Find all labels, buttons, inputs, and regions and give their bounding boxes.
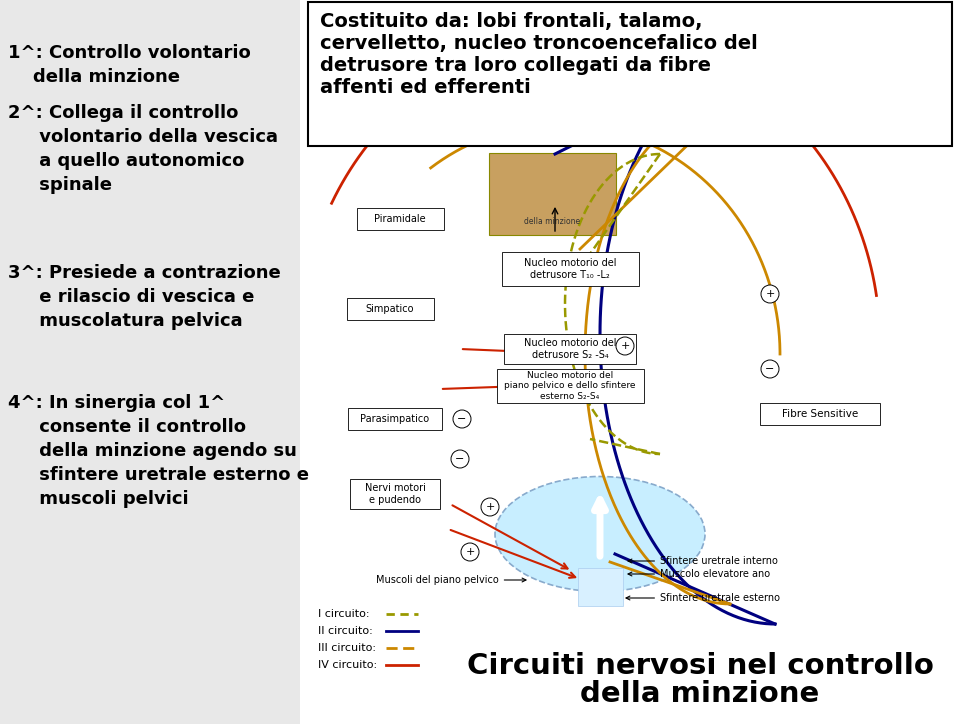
Text: Fibre Sensitive: Fibre Sensitive [781,409,858,419]
Text: I circuito:: I circuito: [318,609,370,619]
Text: Costituito da: lobi frontali, talamo,
cervelletto, nucleo troncoencefalico del
d: Costituito da: lobi frontali, talamo, ce… [320,12,757,97]
FancyBboxPatch shape [348,408,442,430]
Text: Muscoli del piano pelvico: Muscoli del piano pelvico [376,575,526,585]
Circle shape [616,337,634,355]
Circle shape [481,498,499,516]
Text: spinale: spinale [8,176,112,194]
Text: Nucleo motorio del
detrusore T₁₀ -L₂: Nucleo motorio del detrusore T₁₀ -L₂ [524,258,616,279]
FancyBboxPatch shape [501,252,638,286]
Text: muscoli pelvici: muscoli pelvici [8,490,188,508]
Text: −: − [765,364,775,374]
Text: consente il controllo: consente il controllo [8,418,246,436]
Text: Nucleo motorio del
detrusore S₂ -S₄: Nucleo motorio del detrusore S₂ -S₄ [524,338,616,360]
Text: 2^: Collega il controllo: 2^: Collega il controllo [8,104,238,122]
Text: III circuito:: III circuito: [318,643,376,653]
Circle shape [461,543,479,561]
FancyBboxPatch shape [760,403,880,425]
FancyBboxPatch shape [308,2,952,146]
Text: +: + [620,341,630,351]
Text: Circuiti nervosi nel controllo: Circuiti nervosi nel controllo [467,652,933,680]
Bar [578,568,623,606]
FancyBboxPatch shape [496,369,643,403]
Text: 1^: Controllo volontario: 1^: Controllo volontario [8,44,251,62]
Text: 4^: In sinergia col 1^: 4^: In sinergia col 1^ [8,394,226,412]
Text: della minzione: della minzione [8,68,180,86]
Text: Sfintere uretrale interno: Sfintere uretrale interno [628,556,778,566]
Text: +: + [486,502,494,512]
Circle shape [451,450,469,468]
Text: Simpatico: Simpatico [366,304,415,314]
Text: della minzione agendo su: della minzione agendo su [8,442,297,460]
Circle shape [761,285,779,303]
Text: IV circuito:: IV circuito: [318,660,377,670]
Text: +: + [765,289,775,299]
Text: −: − [457,414,467,424]
Text: 3^: Presiede a contrazione: 3^: Presiede a contrazione [8,264,280,282]
FancyBboxPatch shape [504,334,636,364]
Text: II circuito:: II circuito: [318,626,372,636]
Text: volontario della vescica: volontario della vescica [8,128,278,146]
Text: −: − [455,454,465,464]
Text: e rilascio di vescica e: e rilascio di vescica e [8,288,254,306]
Text: Nucleo motorio del
piano pelvico e dello sfintere
esterno S₂-S₄: Nucleo motorio del piano pelvico e dello… [504,371,636,401]
Text: Piramidale: Piramidale [374,214,426,224]
Circle shape [453,410,471,428]
FancyBboxPatch shape [300,0,960,724]
FancyBboxPatch shape [347,298,434,320]
FancyBboxPatch shape [350,479,440,509]
Text: sfintere uretrale esterno e: sfintere uretrale esterno e [8,466,309,484]
Text: della minzione: della minzione [524,217,581,226]
FancyBboxPatch shape [489,153,616,235]
Text: della minzione: della minzione [581,680,820,708]
Ellipse shape [495,476,705,592]
Text: +: + [466,547,474,557]
Text: Muscolo elevatore ano: Muscolo elevatore ano [628,569,770,579]
Circle shape [761,360,779,378]
Text: Sfintere uretrale esterno: Sfintere uretrale esterno [626,593,780,603]
Text: Parasimpatico: Parasimpatico [360,414,429,424]
Text: a quello autonomico: a quello autonomico [8,152,245,170]
Text: muscolatura pelvica: muscolatura pelvica [8,312,243,330]
Text: Nervi motori
e pudendo: Nervi motori e pudendo [365,483,425,505]
FancyBboxPatch shape [356,208,444,230]
